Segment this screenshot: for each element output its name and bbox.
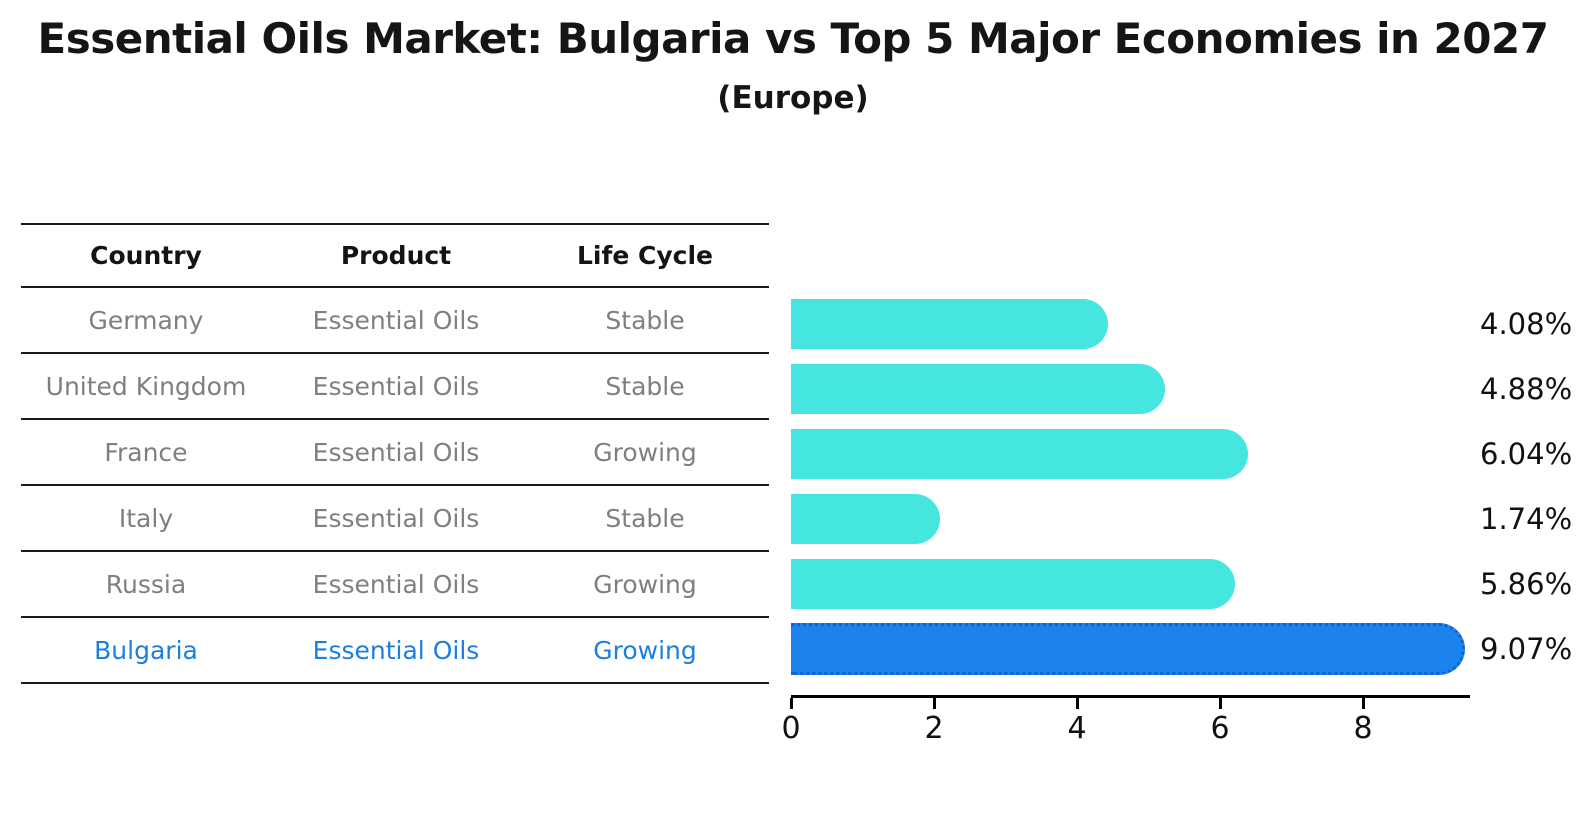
chart-bar-united-kingdom <box>791 364 1165 414</box>
x-axis-tick-label: 8 <box>1353 711 1373 746</box>
x-axis-tick <box>1076 698 1079 709</box>
life-cycle-cell: Stable <box>605 305 685 335</box>
chart-title: Essential Oils Market: Bulgaria vs Top 5… <box>37 14 1549 63</box>
chart-bar-italy <box>791 494 940 544</box>
life-cycle-cell: Growing <box>593 437 697 467</box>
product-cell: Essential Oils <box>312 305 480 335</box>
x-axis-tick-label: 4 <box>1067 711 1087 746</box>
product-cell: Essential Oils <box>312 371 480 401</box>
x-axis-tick-label: 6 <box>1210 711 1230 746</box>
x-axis-line <box>791 695 1470 698</box>
chart-bar-germany <box>791 299 1108 349</box>
life-cycle-cell: Growing <box>593 635 697 665</box>
life-cycle-cell: Stable <box>605 371 685 401</box>
bar-value-label: 5.86% <box>1480 567 1573 601</box>
table-row: Germany Essential Oils Stable <box>21 288 769 354</box>
table-row: Russia Essential Oils Growing <box>21 552 769 618</box>
country-cell: Germany <box>88 305 204 335</box>
x-axis-tick-label: 2 <box>924 711 944 746</box>
x-axis-tick <box>933 698 936 709</box>
chart-subtitle: (Europe) <box>717 80 869 116</box>
country-cell: Bulgaria <box>94 635 198 665</box>
x-axis-tick <box>790 698 793 709</box>
table-row: France Essential Oils Growing <box>21 420 769 486</box>
product-cell: Essential Oils <box>312 437 480 467</box>
table-header-life-cycle: Life Cycle <box>576 241 714 270</box>
product-cell: Essential Oils <box>312 635 480 665</box>
product-cell: Essential Oils <box>312 569 480 599</box>
country-cell: Russia <box>105 569 187 599</box>
life-cycle-cell: Growing <box>593 569 697 599</box>
x-axis-tick <box>1219 698 1222 709</box>
table-row: United Kingdom Essential Oils Stable <box>21 354 769 420</box>
bar-value-label: 4.08% <box>1480 307 1573 341</box>
x-axis-tick <box>1362 698 1365 709</box>
product-cell: Essential Oils <box>312 503 480 533</box>
bar-value-label: 4.88% <box>1480 372 1573 406</box>
table-header-product: Product <box>340 241 452 270</box>
country-cell: Italy <box>118 503 174 533</box>
table-header-row: Country Product Life Cycle <box>21 223 769 288</box>
table-header-country: Country <box>90 241 202 270</box>
bar-value-label: 9.07% <box>1480 632 1573 666</box>
table-row: Italy Essential Oils Stable <box>21 486 769 552</box>
country-table: Country Product Life Cycle Germany Essen… <box>21 223 769 684</box>
chart-bar-france <box>791 429 1248 479</box>
chart-bar-bulgaria <box>791 623 1465 675</box>
chart-bar-russia <box>791 559 1235 609</box>
life-cycle-cell: Stable <box>605 503 685 533</box>
bar-value-label: 1.74% <box>1480 502 1573 536</box>
bar-value-label: 6.04% <box>1480 437 1573 471</box>
country-cell: United Kingdom <box>45 371 247 401</box>
country-cell: France <box>104 437 188 467</box>
x-axis-tick-label: 0 <box>781 711 801 746</box>
table-row-bulgaria: Bulgaria Essential Oils Growing <box>21 618 769 684</box>
